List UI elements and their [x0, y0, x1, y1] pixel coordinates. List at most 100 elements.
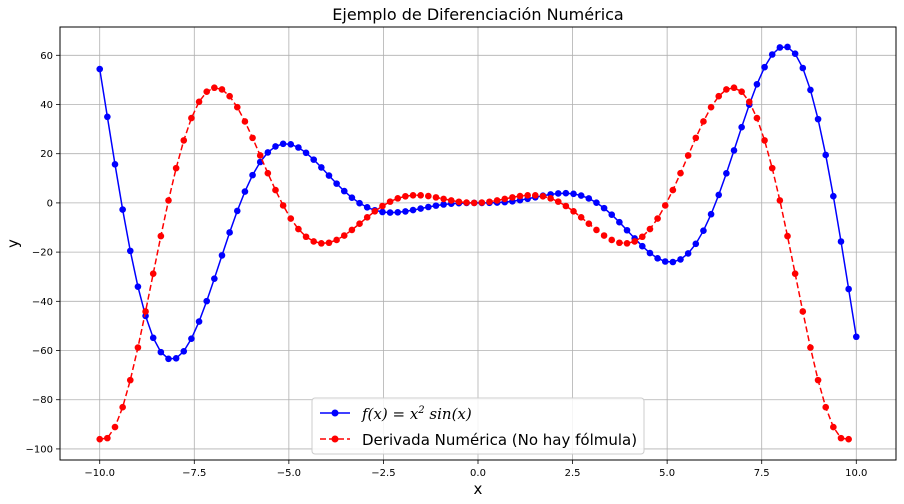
- data-point-function: [119, 206, 126, 213]
- ticks: −10.0 −7.5 −5.0 −2.5 0.0 2.5 5.0 7.5 10.0 −100 −80…: [26, 51, 868, 479]
- data-point-function: [363, 204, 371, 211]
- y-tick-label: 40: [40, 100, 53, 111]
- x-tick-label: 2.5: [565, 468, 581, 479]
- data-point-function: [409, 206, 417, 214]
- data-point-derivative: [287, 215, 295, 222]
- x-tick-label: 5.0: [659, 468, 675, 479]
- data-point-derivative: [249, 134, 256, 142]
- legend-marker-function: [331, 409, 339, 417]
- data-point-function: [585, 195, 593, 202]
- y-tick-label: 20: [40, 149, 53, 160]
- data-point-function: [226, 229, 233, 236]
- data-point-function: [852, 333, 860, 341]
- data-point-derivative: [845, 435, 852, 443]
- y-tick-label: 0: [47, 198, 53, 209]
- data-point-derivative: [180, 137, 188, 144]
- data-point-derivative: [669, 186, 677, 194]
- data-point-derivative: [692, 134, 700, 142]
- y-tick-label: −100: [26, 444, 53, 455]
- data-point-derivative: [302, 233, 310, 241]
- data-point-function: [111, 161, 119, 168]
- data-point-function: [264, 149, 272, 156]
- data-point-derivative: [203, 88, 211, 96]
- data-point-derivative: [402, 192, 409, 200]
- data-point-derivative: [799, 308, 807, 315]
- data-point-derivative: [677, 169, 684, 177]
- x-tick-label: −2.5: [371, 468, 395, 479]
- data-point-function: [287, 141, 295, 148]
- data-point-function: [807, 86, 814, 94]
- data-point-function: [340, 187, 348, 195]
- data-point-derivative: [386, 198, 394, 205]
- y-axis-label: y: [4, 239, 22, 248]
- data-point-derivative: [348, 226, 356, 234]
- data-point-derivative: [509, 194, 516, 201]
- data-point-derivative: [409, 191, 417, 199]
- data-point-function: [432, 202, 440, 209]
- data-point-derivative: [608, 236, 616, 244]
- x-axis-label: x: [474, 480, 483, 498]
- data-point-function: [279, 140, 287, 148]
- data-point-derivative: [753, 114, 761, 122]
- data-point-function: [761, 63, 768, 71]
- data-point-derivative: [218, 86, 226, 93]
- data-point-function: [593, 199, 600, 206]
- data-point-function: [784, 43, 791, 51]
- data-point-derivative: [455, 198, 463, 206]
- data-point-function: [692, 240, 700, 248]
- data-point-function: [233, 207, 241, 215]
- data-point-derivative: [188, 114, 195, 122]
- legend-label-function-sup: 2: [417, 405, 424, 416]
- legend-marker-derivative: [331, 435, 339, 443]
- data-point-function: [165, 355, 172, 363]
- chart-title: Ejemplo de Diferenciación Numérica: [332, 5, 623, 24]
- data-point-derivative: [524, 192, 531, 199]
- data-point-derivative: [661, 202, 669, 209]
- data-point-function: [753, 80, 761, 88]
- data-point-function: [845, 285, 852, 293]
- data-point-derivative: [761, 137, 768, 144]
- data-point-derivative: [814, 376, 822, 384]
- data-point-derivative: [707, 103, 715, 111]
- data-point-derivative: [104, 434, 111, 442]
- data-point-function: [295, 144, 302, 151]
- legend-label-function-main: f(x) = x: [361, 405, 419, 423]
- data-point-function: [646, 249, 654, 257]
- data-point-function: [325, 172, 333, 179]
- data-point-derivative: [440, 195, 447, 203]
- data-point-function: [440, 201, 447, 208]
- data-point-derivative: [463, 199, 470, 206]
- data-point-function: [799, 64, 807, 72]
- data-point-derivative: [371, 208, 379, 215]
- data-point-derivative: [195, 98, 203, 106]
- y-tick-label: −60: [32, 346, 53, 357]
- data-point-derivative: [126, 376, 134, 384]
- data-point-function: [791, 50, 799, 57]
- data-point-function: [822, 151, 830, 159]
- data-point-derivative: [654, 215, 661, 222]
- data-point-function: [730, 147, 738, 154]
- x-tick-label: −10.0: [84, 468, 115, 479]
- data-point-derivative: [837, 434, 845, 442]
- data-point-derivative: [822, 403, 830, 411]
- data-point-derivative: [233, 103, 241, 111]
- data-point-function: [241, 188, 249, 195]
- data-point-function: [402, 208, 409, 215]
- data-point-function: [272, 143, 279, 150]
- data-point-derivative: [256, 152, 264, 159]
- data-point-derivative: [172, 164, 180, 172]
- data-point-derivative: [264, 169, 272, 177]
- data-point-function: [211, 275, 218, 282]
- y-tick-label: −80: [32, 395, 53, 406]
- data-point-derivative: [157, 232, 165, 240]
- data-point-derivative: [226, 92, 233, 100]
- data-point-derivative: [830, 423, 837, 431]
- data-point-derivative: [111, 423, 119, 431]
- data-point-derivative: [585, 220, 593, 227]
- data-point-derivative: [616, 239, 623, 247]
- data-point-function: [104, 113, 111, 121]
- legend-label-function: f(x) = x2 sin(x): [361, 405, 472, 423]
- data-point-derivative: [470, 199, 478, 207]
- data-point-function: [302, 149, 310, 157]
- data-point-derivative: [325, 239, 333, 247]
